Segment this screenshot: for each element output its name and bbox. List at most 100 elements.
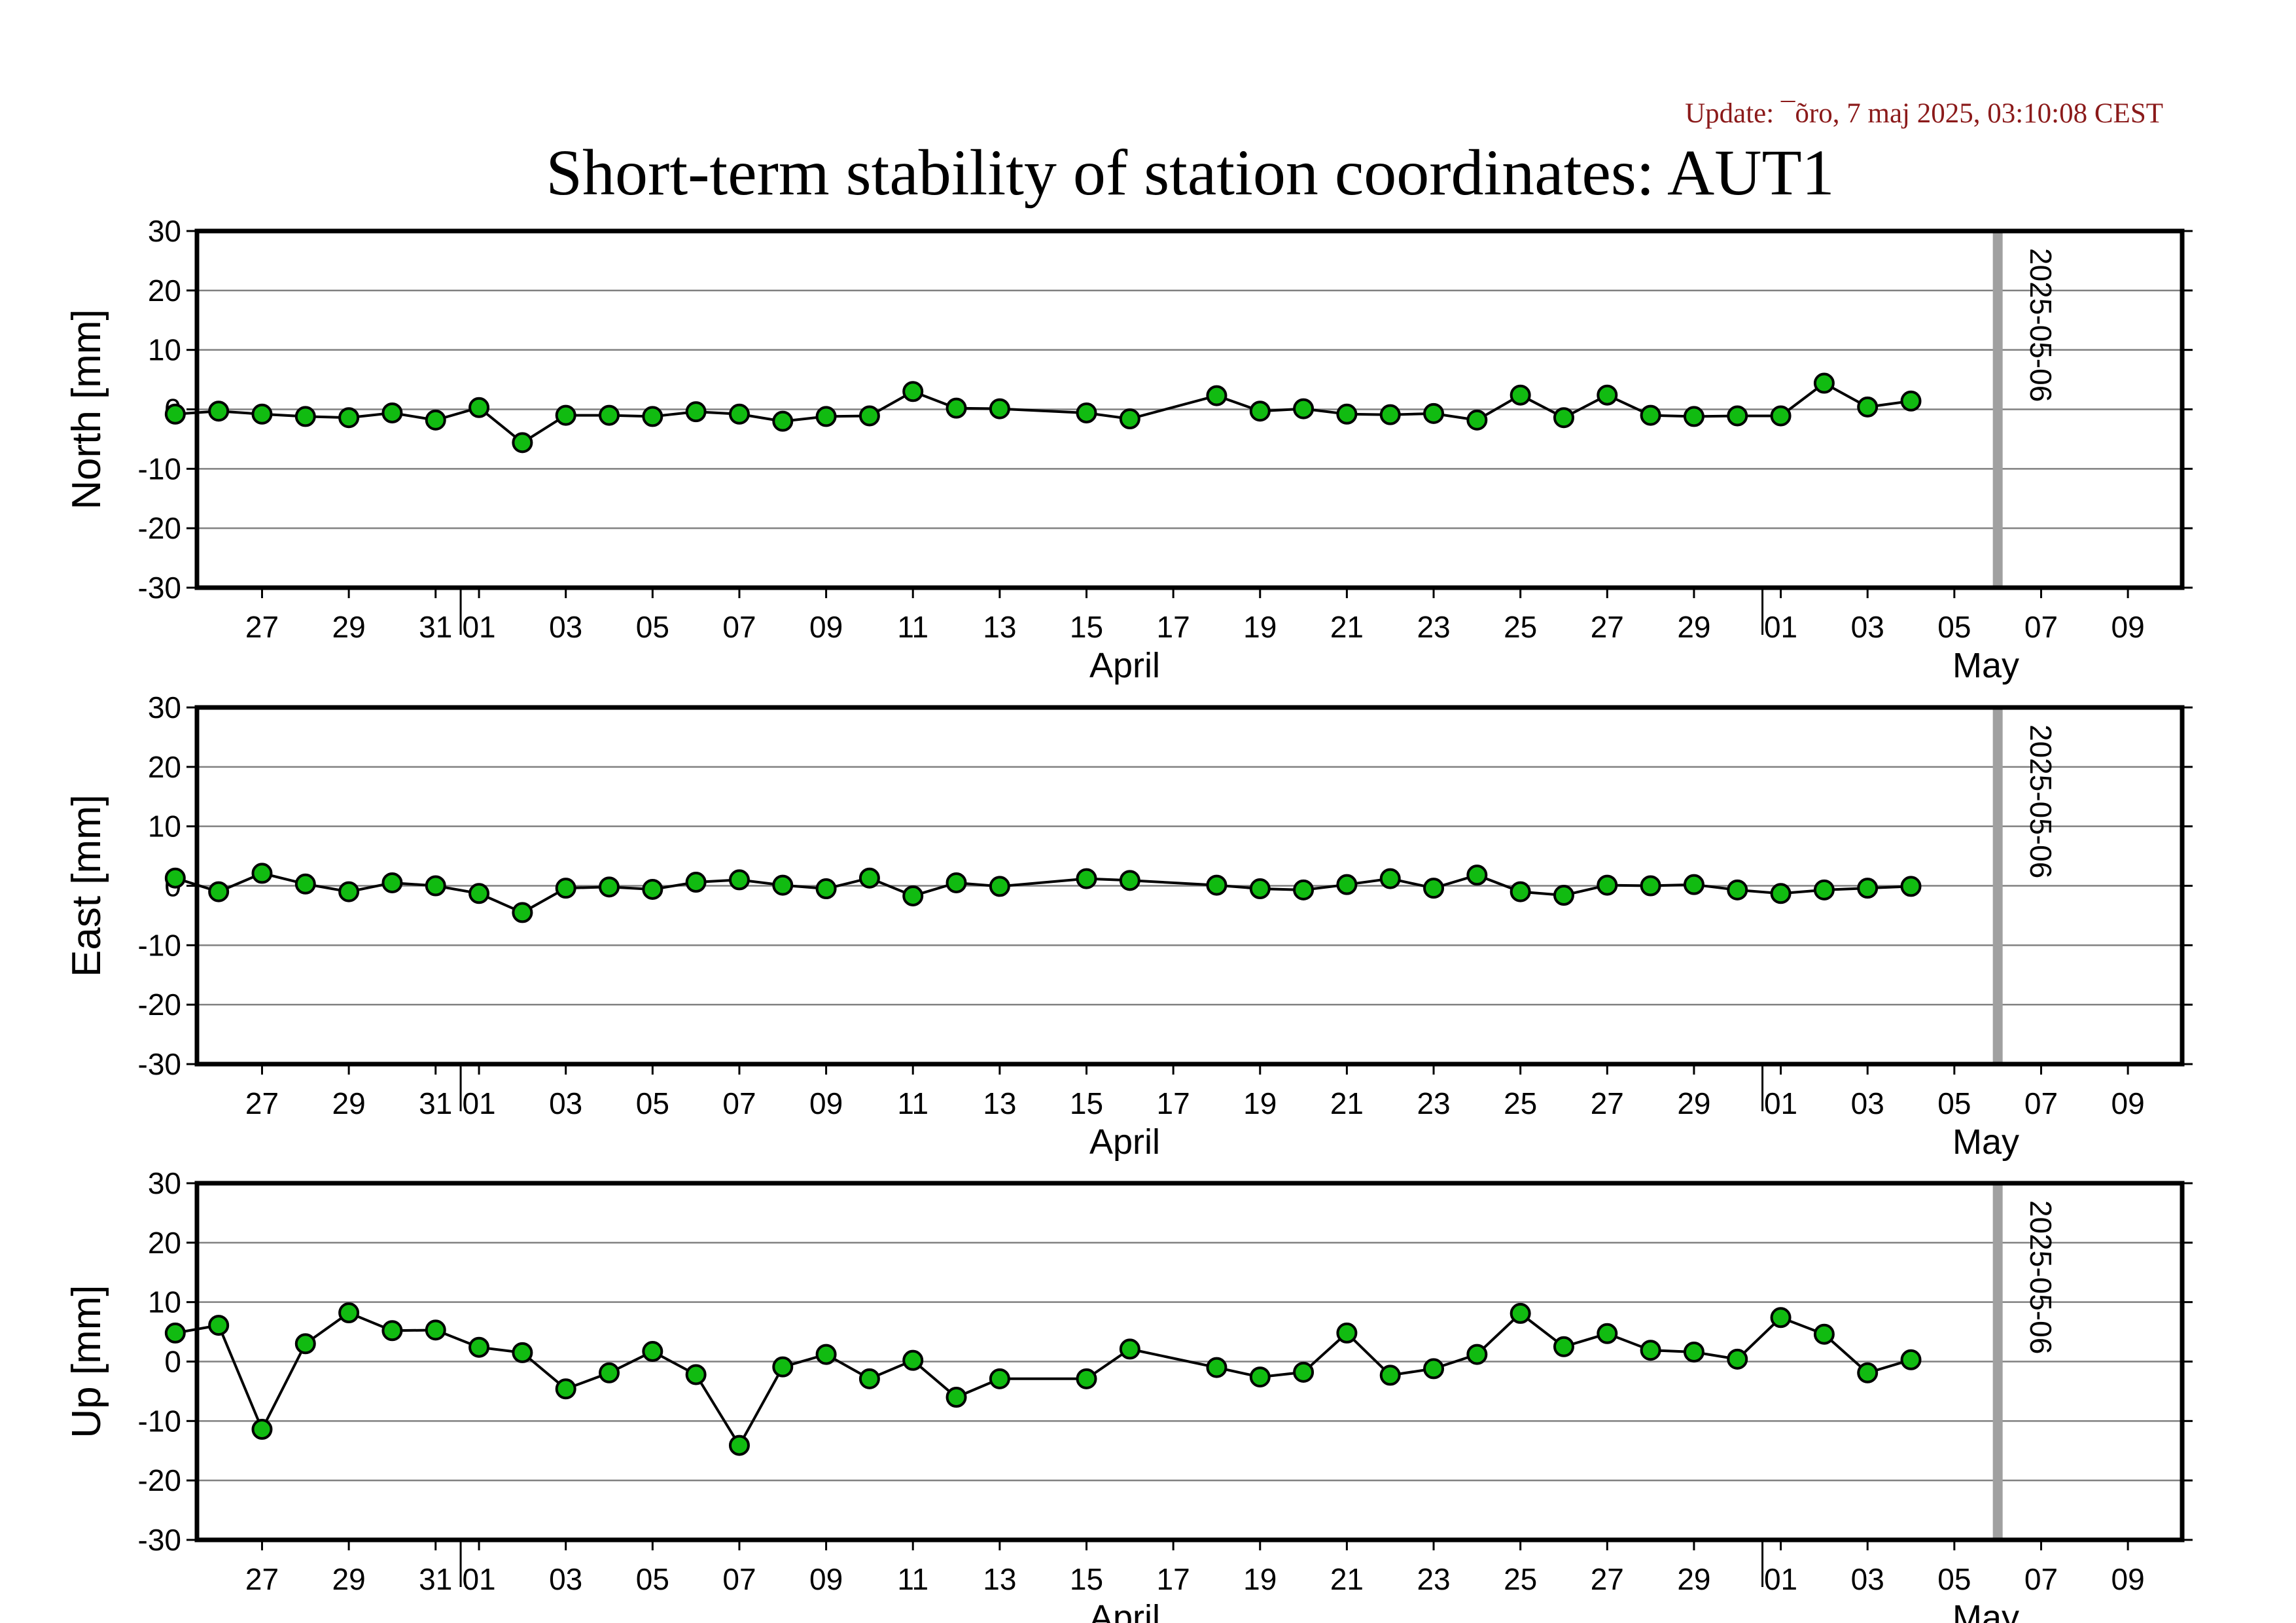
data-point <box>599 1362 620 1383</box>
data-point <box>1683 1341 1704 1363</box>
reference-line-label: 2025-05-06 <box>2024 1200 2058 1354</box>
update-timestamp: Update: ¯õro, 7 maj 2025, 03:10:08 CEST <box>1685 98 2163 129</box>
data-point <box>1076 402 1097 423</box>
y-tick-label: 30 <box>148 690 181 724</box>
x-tick-label: 29 <box>1677 1562 1710 1596</box>
data-point <box>338 1302 360 1324</box>
x-tick-label: 31 <box>419 610 452 644</box>
x-tick-label: 17 <box>1157 1086 1190 1120</box>
data-point <box>1249 401 1271 422</box>
data-point <box>425 875 446 897</box>
y-tick-label: 20 <box>148 1226 181 1260</box>
x-tick-label: 29 <box>1677 610 1710 644</box>
data-point <box>1379 868 1401 889</box>
y-tick-label: -10 <box>138 452 181 486</box>
data-point <box>1683 406 1704 427</box>
data-point <box>1423 878 1445 899</box>
data-point <box>815 406 837 427</box>
plot-frame <box>194 228 2185 590</box>
data-point <box>1466 1344 1488 1365</box>
reference-line-label: 2025-05-06 <box>2024 248 2058 402</box>
data-point <box>1293 1361 1315 1383</box>
data-point <box>815 878 837 900</box>
x-tick-label: 07 <box>722 610 756 644</box>
data-point <box>989 398 1010 419</box>
data-point <box>338 881 360 902</box>
x-tick-label: 05 <box>1937 610 1971 644</box>
y-tick-label: -20 <box>138 511 181 545</box>
data-point <box>251 1419 273 1440</box>
data-point <box>902 1349 924 1371</box>
x-tick-label: 25 <box>1504 1086 1537 1120</box>
data-point <box>728 1435 750 1456</box>
data-point <box>1336 874 1358 895</box>
data-point <box>1900 390 1922 412</box>
x-tick-label: 15 <box>1070 1086 1103 1120</box>
y-tick-label: 10 <box>148 333 181 367</box>
x-tick-label: 07 <box>2024 610 2058 644</box>
data-point <box>294 406 316 427</box>
x-tick-label: 29 <box>332 610 366 644</box>
data-point <box>1597 1323 1618 1344</box>
data-point <box>1727 1348 1748 1370</box>
x-month-label: April <box>1089 1598 1160 1623</box>
x-tick-label: 27 <box>1591 1562 1624 1596</box>
plot-frame <box>194 705 2185 1067</box>
panel-up: 30 20 10 0 -10 -20 -30 Up [mm] 2025-05-06 27 29 31 0… <box>64 1166 2193 1623</box>
y-tick-label: 20 <box>148 750 181 784</box>
data-point <box>685 401 707 423</box>
y-tick-label: 10 <box>148 1285 181 1319</box>
data-point <box>1379 404 1401 425</box>
data-point <box>164 1322 186 1344</box>
data-point <box>1336 1322 1358 1344</box>
x-tick-label: 25 <box>1504 610 1537 644</box>
data-point <box>1293 879 1315 901</box>
data-point <box>1553 1336 1574 1357</box>
x-tick-label: 07 <box>2024 1086 2058 1120</box>
data-point <box>599 876 620 898</box>
x-tick-label: 29 <box>332 1562 366 1596</box>
data-point <box>1770 1307 1792 1329</box>
data-point <box>294 1333 316 1355</box>
x-tick-label: 27 <box>1591 610 1624 644</box>
x-tick-label: 29 <box>332 1086 366 1120</box>
x-tick-label: 05 <box>636 1086 669 1120</box>
data-point <box>1119 1338 1140 1360</box>
data-point <box>425 409 446 431</box>
y-tick-label: -30 <box>138 571 181 605</box>
data-point <box>945 397 967 419</box>
x-tick-label: 03 <box>549 610 582 644</box>
data-point <box>772 1356 794 1378</box>
data-point <box>858 1368 880 1389</box>
x-tick-label: 11 <box>897 1562 928 1596</box>
y-tick-label: -30 <box>138 1047 181 1081</box>
data-point <box>425 1319 446 1341</box>
x-tick-label: 27 <box>245 1086 279 1120</box>
y-axis-label: Up [mm] <box>64 1285 109 1438</box>
x-tick-label: 09 <box>809 1086 843 1120</box>
data-point <box>251 403 273 425</box>
x-tick-label: 01 <box>1764 610 1797 644</box>
data-point <box>1466 409 1488 431</box>
data-point <box>685 872 707 893</box>
x-tick-label: 05 <box>1937 1086 1971 1120</box>
data-point <box>642 1341 663 1363</box>
data-point <box>208 401 230 422</box>
data-point <box>1813 879 1835 901</box>
x-tick-label: 03 <box>1851 1562 1884 1596</box>
y-tick-label: -10 <box>138 1404 181 1438</box>
x-tick-label: 21 <box>1330 610 1364 644</box>
x-tick-label: 15 <box>1070 610 1103 644</box>
data-point <box>164 867 186 889</box>
data-point <box>555 878 576 899</box>
x-tick-label: 17 <box>1157 1562 1190 1596</box>
data-point <box>555 404 576 426</box>
data-point <box>599 404 620 426</box>
data-point <box>468 1336 490 1358</box>
y-tick-label: -30 <box>138 1523 181 1557</box>
x-tick-label: 03 <box>1851 610 1884 644</box>
data-point <box>1640 1340 1661 1361</box>
data-point <box>1249 878 1271 900</box>
data-point <box>642 406 663 427</box>
